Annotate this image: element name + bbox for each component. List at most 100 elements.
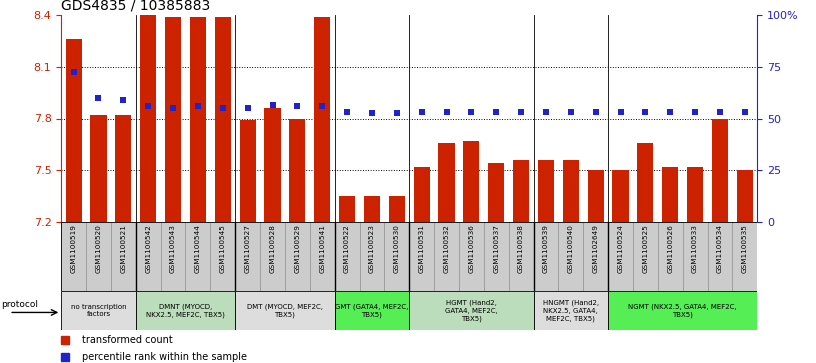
Text: GSM1100522: GSM1100522 xyxy=(344,224,350,273)
Bar xyxy=(335,222,360,291)
Bar xyxy=(339,196,355,222)
Bar xyxy=(115,115,131,222)
Bar xyxy=(364,196,380,222)
Bar xyxy=(360,222,384,291)
Text: GSM1100545: GSM1100545 xyxy=(220,224,226,273)
Text: NGMT (NKX2.5, GATA4, MEF2C,
TBX5): NGMT (NKX2.5, GATA4, MEF2C, TBX5) xyxy=(628,303,737,318)
Bar xyxy=(687,167,703,222)
Bar xyxy=(409,291,534,330)
Bar xyxy=(438,143,455,222)
Text: GSM1100535: GSM1100535 xyxy=(742,224,747,273)
Text: GSM1100539: GSM1100539 xyxy=(543,224,549,273)
Text: transformed count: transformed count xyxy=(82,335,172,345)
Bar xyxy=(563,160,579,222)
Text: GSM1100540: GSM1100540 xyxy=(568,224,574,273)
Bar xyxy=(613,170,628,222)
Bar xyxy=(459,222,484,291)
Text: GSM1100525: GSM1100525 xyxy=(642,224,649,273)
Text: GSM1100523: GSM1100523 xyxy=(369,224,375,273)
Bar xyxy=(190,17,206,222)
Text: GSM1100530: GSM1100530 xyxy=(394,224,400,273)
Bar xyxy=(484,222,508,291)
Bar xyxy=(215,17,231,222)
Bar xyxy=(683,222,707,291)
Bar xyxy=(384,222,409,291)
Text: GSM1100537: GSM1100537 xyxy=(493,224,499,273)
Bar xyxy=(161,222,185,291)
Text: GSM1100528: GSM1100528 xyxy=(269,224,276,273)
Bar xyxy=(737,170,753,222)
Bar xyxy=(434,222,459,291)
Text: GSM1100520: GSM1100520 xyxy=(95,224,101,273)
Bar xyxy=(135,222,161,291)
Bar xyxy=(662,167,678,222)
Bar xyxy=(388,196,405,222)
Bar xyxy=(285,222,310,291)
Bar xyxy=(414,167,430,222)
Bar xyxy=(185,222,211,291)
Bar xyxy=(508,222,534,291)
Bar xyxy=(91,115,107,222)
Text: GSM1100533: GSM1100533 xyxy=(692,224,698,273)
Bar xyxy=(61,291,135,330)
Bar xyxy=(488,163,504,222)
Bar xyxy=(658,222,683,291)
Bar xyxy=(235,222,260,291)
Bar xyxy=(637,143,654,222)
Bar xyxy=(558,222,583,291)
Text: protocol: protocol xyxy=(2,299,38,309)
Bar xyxy=(733,222,757,291)
Bar xyxy=(140,15,157,222)
Text: HGMT (Hand2,
GATA4, MEF2C,
TBX5): HGMT (Hand2, GATA4, MEF2C, TBX5) xyxy=(445,299,498,322)
Bar xyxy=(260,222,285,291)
Text: GDS4835 / 10385883: GDS4835 / 10385883 xyxy=(61,0,211,12)
Text: GSM1100542: GSM1100542 xyxy=(145,224,151,273)
Bar xyxy=(463,141,480,222)
Bar xyxy=(111,222,135,291)
Text: GSM1100541: GSM1100541 xyxy=(319,224,326,273)
Bar xyxy=(314,17,330,222)
Bar xyxy=(513,160,529,222)
Text: GSM1100519: GSM1100519 xyxy=(71,224,77,273)
Bar xyxy=(534,291,608,330)
Bar xyxy=(61,222,86,291)
Text: percentile rank within the sample: percentile rank within the sample xyxy=(82,352,246,362)
Bar xyxy=(165,17,181,222)
Text: GMT (GATA4, MEF2C,
TBX5): GMT (GATA4, MEF2C, TBX5) xyxy=(335,303,409,318)
Bar xyxy=(86,222,111,291)
Text: GSM1100544: GSM1100544 xyxy=(195,224,201,273)
Bar xyxy=(264,108,281,222)
Bar xyxy=(712,118,728,222)
Text: GSM1100538: GSM1100538 xyxy=(518,224,524,273)
Text: GSM1100527: GSM1100527 xyxy=(245,224,251,273)
Bar xyxy=(707,222,733,291)
Text: GSM1100531: GSM1100531 xyxy=(419,224,424,273)
Bar xyxy=(290,118,305,222)
Text: DMNT (MYOCD,
NKX2.5, MEF2C, TBX5): DMNT (MYOCD, NKX2.5, MEF2C, TBX5) xyxy=(146,303,225,318)
Text: GSM1100524: GSM1100524 xyxy=(618,224,623,273)
Bar xyxy=(240,120,255,222)
Text: GSM1100521: GSM1100521 xyxy=(120,224,126,273)
Text: GSM1100543: GSM1100543 xyxy=(170,224,176,273)
Text: no transcription
factors: no transcription factors xyxy=(71,304,126,317)
Bar xyxy=(235,291,335,330)
Text: GSM1100536: GSM1100536 xyxy=(468,224,474,273)
Bar xyxy=(583,222,608,291)
Bar xyxy=(633,222,658,291)
Bar xyxy=(538,160,554,222)
Bar xyxy=(608,291,757,330)
Bar xyxy=(310,222,335,291)
Bar xyxy=(409,222,434,291)
Bar xyxy=(65,39,82,222)
Text: GSM1100532: GSM1100532 xyxy=(444,224,450,273)
Bar xyxy=(135,291,235,330)
Text: HNGMT (Hand2,
NKX2.5, GATA4,
MEF2C, TBX5): HNGMT (Hand2, NKX2.5, GATA4, MEF2C, TBX5… xyxy=(543,299,599,322)
Bar xyxy=(211,222,235,291)
Bar xyxy=(335,291,409,330)
Bar xyxy=(588,170,604,222)
Bar xyxy=(534,222,558,291)
Bar xyxy=(608,222,633,291)
Text: GSM1100534: GSM1100534 xyxy=(717,224,723,273)
Text: GSM1100526: GSM1100526 xyxy=(667,224,673,273)
Text: DMT (MYOCD, MEF2C,
TBX5): DMT (MYOCD, MEF2C, TBX5) xyxy=(247,303,323,318)
